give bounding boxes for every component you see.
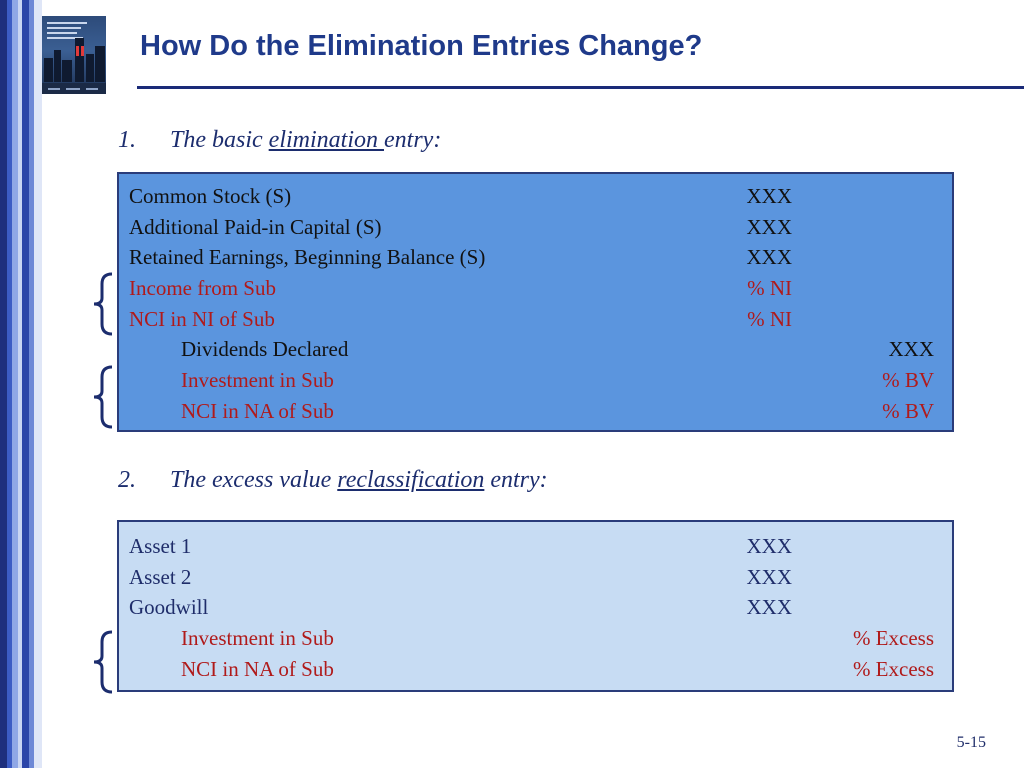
elimination-entry-box: Common Stock (S) XXX Additional Paid-in … (117, 172, 954, 432)
account-name: Retained Earnings, Beginning Balance (S) (129, 245, 486, 269)
section-1-heading-text: The basic (170, 127, 269, 153)
textbook-cover-icon (42, 16, 106, 94)
section-2-number: 2. (118, 467, 136, 493)
account-name: Dividends Declared (181, 337, 349, 361)
section-2-heading-emphasis: reclassification (337, 467, 485, 493)
account-name: Additional Paid-in Capital (S) (129, 215, 382, 239)
entry-row: Goodwill XXX (129, 592, 934, 623)
credit-amount: % Excess (852, 657, 934, 681)
section-1-heading-tail: entry: (384, 127, 442, 153)
debit-amount: XXX (746, 565, 793, 589)
credit-amount: % Excess (852, 626, 934, 650)
account-name: NCI in NA of Sub (181, 399, 334, 423)
left-stripe-decoration (0, 0, 42, 768)
account-name: Asset 2 (129, 565, 192, 589)
account-name: Asset 1 (129, 534, 192, 558)
account-name: NCI in NA of Sub (181, 657, 334, 681)
debit-amount: XXX (746, 215, 793, 239)
left-brace-icon (93, 630, 113, 694)
credit-amount: % BV (882, 368, 934, 392)
entry-row: Investment in Sub % BV (129, 365, 934, 396)
credit-amount: % BV (882, 399, 934, 423)
account-name: Income from Sub (129, 276, 276, 300)
entry-row: Common Stock (S) XXX (129, 181, 934, 212)
entry-row: NCI in NI of Sub % NI (129, 304, 934, 335)
debit-amount: % NI (747, 276, 792, 300)
account-name: Goodwill (129, 595, 209, 619)
slide-number: 5-15 (956, 734, 986, 751)
debit-amount: XXX (746, 184, 793, 208)
entry-row: Dividends Declared XXX (129, 334, 934, 365)
section-2-heading: 2. The excess value reclassification entr… (118, 467, 548, 494)
credit-amount: XXX (888, 337, 935, 361)
debit-amount: XXX (746, 534, 793, 558)
entry-row: NCI in NA of Sub % BV (129, 396, 934, 427)
reclassification-entry-box: Asset 1 XXX Asset 2 XXX Goodwill XXX Inv… (117, 520, 954, 692)
entry-row: NCI in NA of Sub % Excess (129, 654, 934, 685)
account-name: Investment in Sub (181, 626, 334, 650)
title-underline (137, 86, 1024, 89)
slide-title: How Do the Elimination Entries Change? (140, 30, 703, 62)
account-name: Investment in Sub (181, 368, 334, 392)
debit-amount: XXX (746, 245, 793, 269)
section-2-heading-tail: entry: (484, 467, 548, 493)
entry-row: Investment in Sub % Excess (129, 623, 934, 654)
entry-row: Asset 2 XXX (129, 562, 934, 593)
account-name: NCI in NI of Sub (129, 307, 275, 331)
entry-row: Retained Earnings, Beginning Balance (S)… (129, 242, 934, 273)
debit-amount: XXX (746, 595, 793, 619)
entry-row: Asset 1 XXX (129, 531, 934, 562)
section-1-number: 1. (118, 127, 136, 153)
section-1-heading-emphasis: elimination (268, 127, 384, 153)
entry-row: Additional Paid-in Capital (S) XXX (129, 212, 934, 243)
section-1-heading: 1. The basic elimination entry: (118, 127, 441, 154)
section-2-heading-text: The excess value (170, 467, 338, 493)
left-brace-icon (93, 365, 113, 429)
account-name: Common Stock (S) (129, 184, 292, 208)
entry-row: Income from Sub % NI (129, 273, 934, 304)
debit-amount: % NI (747, 307, 792, 331)
left-brace-icon (93, 272, 113, 336)
